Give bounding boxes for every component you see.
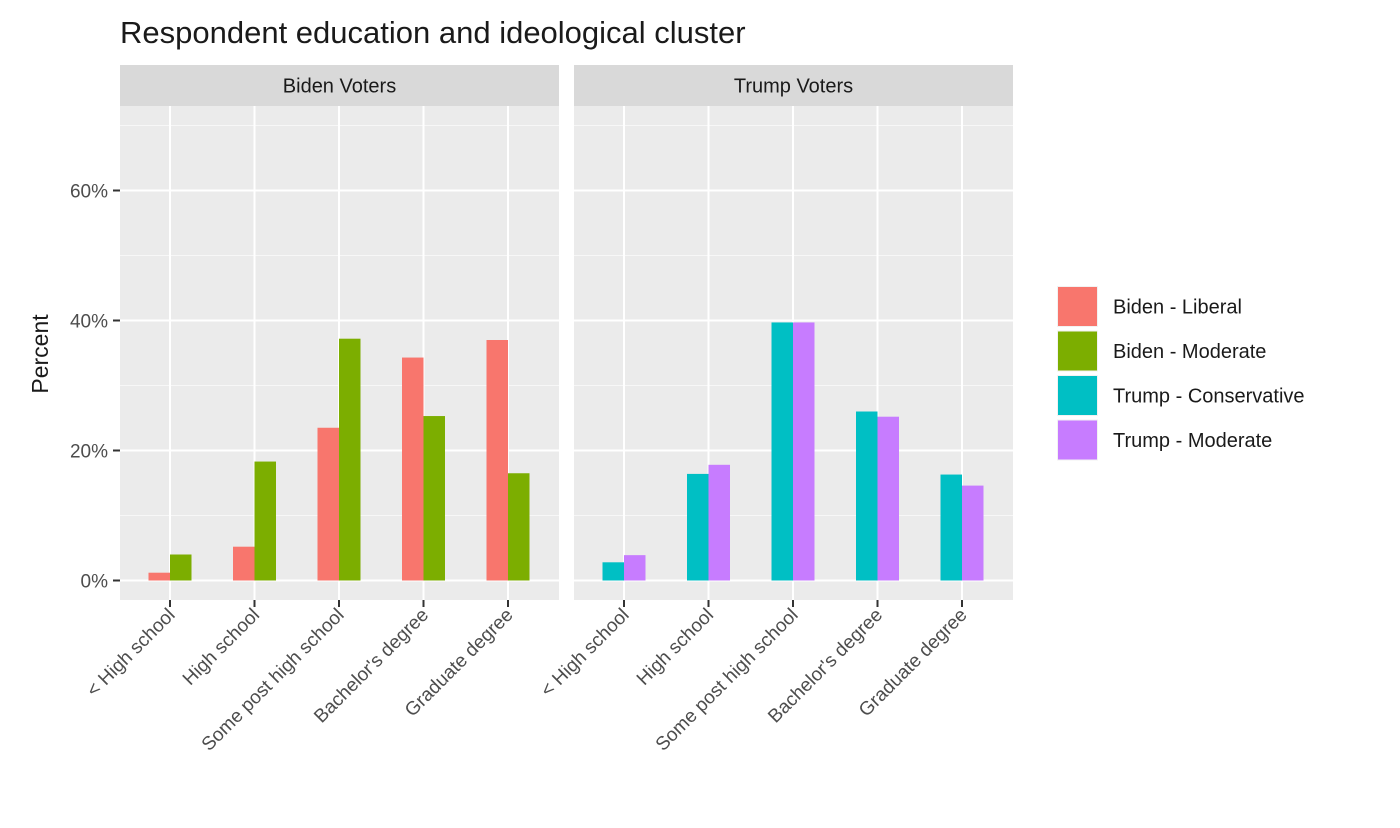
legend-label: Biden - Moderate <box>1113 341 1266 363</box>
panels: Biden Voters< High school High schoolSome… <box>70 65 1013 755</box>
y-tick-label: 20% <box>70 442 108 463</box>
bar-trump-conservative-4 <box>940 474 962 581</box>
bar-biden-moderate-4 <box>508 473 530 581</box>
bar-biden-liberal-4 <box>486 340 508 581</box>
bar-biden-liberal-3 <box>402 357 424 581</box>
bar-biden-liberal-0 <box>148 572 170 581</box>
bar-biden-moderate-3 <box>423 416 445 581</box>
bar-trump-moderate-2 <box>793 322 815 581</box>
legend-swatch <box>1058 287 1097 326</box>
bar-biden-moderate-2 <box>339 338 361 581</box>
bar-trump-conservative-1 <box>687 473 709 581</box>
legend-swatch <box>1058 420 1097 460</box>
x-tick-label: High school <box>179 605 264 690</box>
bar-biden-moderate-0 <box>170 554 192 581</box>
bar-biden-moderate-1 <box>254 461 276 581</box>
y-tick-label: 0% <box>81 572 109 593</box>
bar-trump-moderate-1 <box>708 464 730 581</box>
x-tick-label: Some post high school <box>652 605 803 756</box>
x-tick-label: < High school <box>83 605 180 702</box>
legend-label: Trump - Conservative <box>1113 386 1305 408</box>
bar-trump-moderate-4 <box>962 485 984 581</box>
bar-trump-conservative-3 <box>856 411 878 581</box>
legend-swatch <box>1058 331 1097 371</box>
facet-label: Trump Voters <box>734 76 853 98</box>
y-axis-label: Percent <box>27 314 53 394</box>
y-tick-label: 40% <box>70 312 108 333</box>
bar-trump-moderate-3 <box>877 416 899 581</box>
x-tick-label: < High school <box>537 605 634 702</box>
panel-1: Trump Voters < High school High schoolSome… <box>537 65 1013 755</box>
facet-strip <box>574 65 1013 106</box>
panel-0: Biden Voters < High school High schoolSome… <box>70 65 559 755</box>
x-tick-label: Some post high school <box>198 605 349 756</box>
facet-strip <box>120 65 559 106</box>
legend-label: Biden - Liberal <box>1113 297 1242 319</box>
y-tick-label: 60% <box>70 182 108 203</box>
bar-biden-liberal-2 <box>317 427 339 581</box>
bar-biden-liberal-1 <box>233 546 255 581</box>
bar-trump-moderate-0 <box>624 555 646 581</box>
legend-label: Trump - Moderate <box>1113 430 1272 452</box>
legend: Biden - Liberal Biden - Moderate Trump - C… <box>1057 286 1305 461</box>
x-tick-label: High school <box>633 605 718 690</box>
facet-label: Biden Voters <box>283 76 396 98</box>
legend-swatch <box>1058 376 1097 415</box>
chart-title: Respondent education and ideological clu… <box>120 15 746 50</box>
bar-trump-conservative-2 <box>771 322 793 581</box>
bar-trump-conservative-0 <box>602 562 624 581</box>
